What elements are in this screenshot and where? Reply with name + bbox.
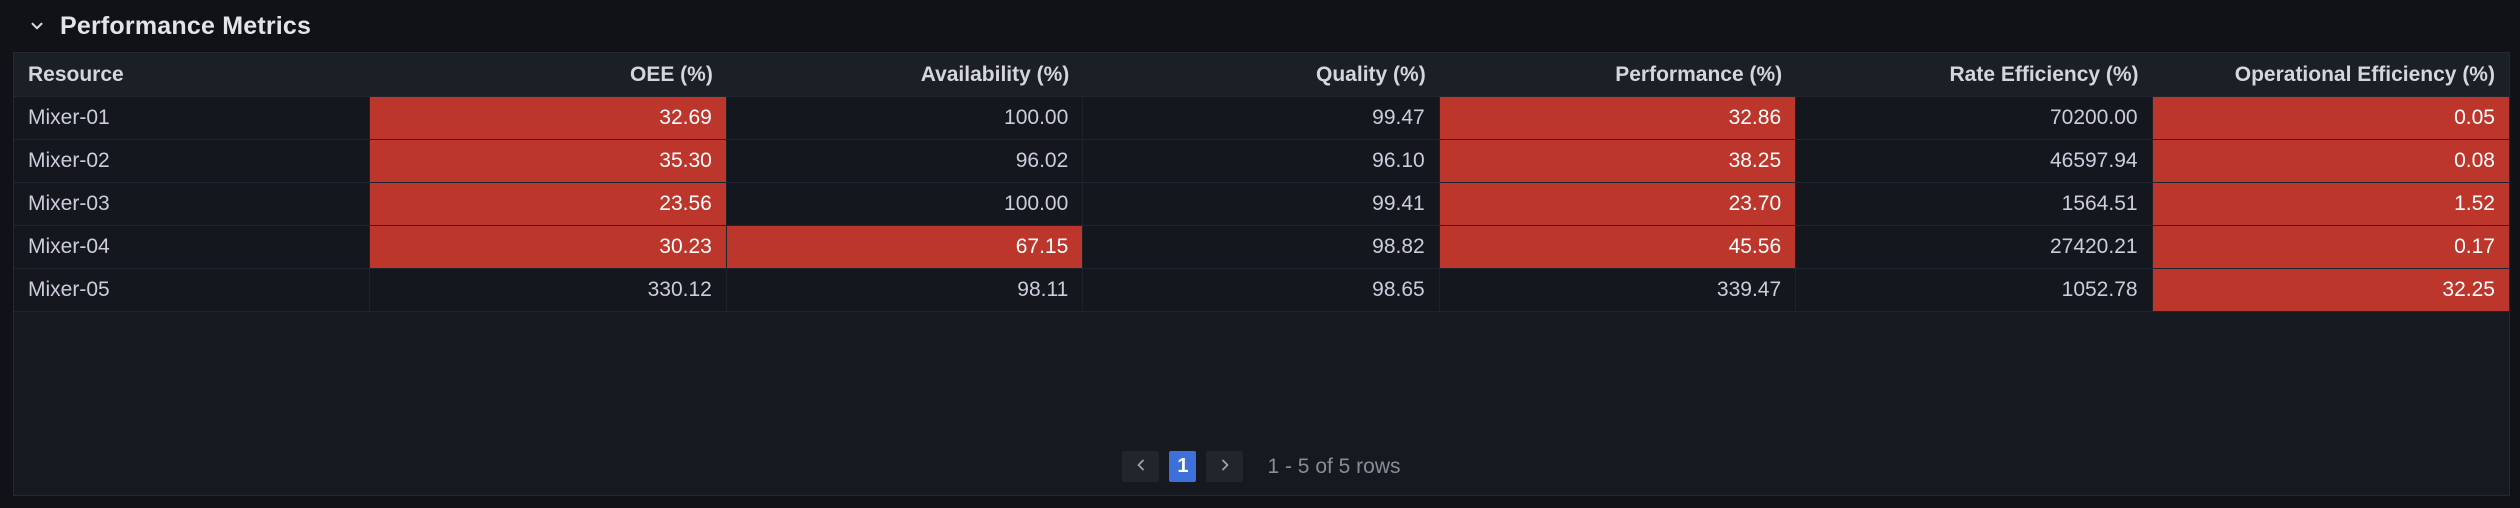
table-pagination: 1 1 - 5 of 5 rows <box>14 451 2509 495</box>
operational-efficiency-cell: 1.52 <box>2152 183 2509 225</box>
table-row: Mixer-04 30.23 67.15 98.82 45.56 27420.2… <box>14 226 2509 269</box>
chevron-down-icon[interactable] <box>28 17 46 35</box>
performance-cell: 38.25 <box>1439 140 1797 182</box>
oee-cell: 23.56 <box>370 183 727 225</box>
dashboard-row-header[interactable]: Performance Metrics <box>28 12 311 40</box>
rate-efficiency-cell: 27420.21 <box>1796 226 2153 268</box>
table-row: Mixer-03 23.56 100.00 99.41 23.70 1564.5… <box>14 183 2509 226</box>
availability-cell: 100.00 <box>727 183 1084 225</box>
quality-cell: 99.41 <box>1083 183 1440 225</box>
performance-cell: 23.70 <box>1439 183 1797 225</box>
column-header-rate-efficiency[interactable]: Rate Efficiency (%) <box>1949 62 2139 86</box>
quality-cell: 99.47 <box>1083 97 1440 139</box>
oee-cell: 330.12 <box>370 269 727 311</box>
resource-cell: Mixer-05 <box>14 269 371 311</box>
rate-efficiency-cell: 1052.78 <box>1796 269 2153 311</box>
availability-cell: 100.00 <box>727 97 1084 139</box>
chevron-left-icon <box>1133 457 1149 476</box>
column-header-resource[interactable]: Resource <box>28 62 124 86</box>
performance-cell: 32.86 <box>1439 97 1797 139</box>
resource-cell: Mixer-04 <box>14 226 371 268</box>
column-header-performance[interactable]: Performance (%) <box>1615 62 1783 86</box>
oee-cell: 32.69 <box>370 97 727 139</box>
column-header-availability[interactable]: Availability (%) <box>920 62 1070 86</box>
dashboard-row-title[interactable]: Performance Metrics <box>60 11 312 40</box>
column-header-oee[interactable]: OEE (%) <box>630 62 713 86</box>
oee-cell: 30.23 <box>370 226 727 268</box>
quality-cell: 96.10 <box>1083 140 1440 182</box>
rows-count-summary: 1 - 5 of 5 rows <box>1267 454 1401 478</box>
resource-cell: Mixer-03 <box>14 183 371 225</box>
chevron-right-icon <box>1217 457 1233 476</box>
operational-efficiency-cell: 0.17 <box>2152 226 2509 268</box>
column-header-quality[interactable]: Quality (%) <box>1316 62 1426 86</box>
table-row: Mixer-05 330.12 98.11 98.65 339.47 1052.… <box>14 269 2509 312</box>
rate-efficiency-cell: 70200.00 <box>1796 97 2153 139</box>
table-header-row: Resource OEE (%) Availability (%) Qualit… <box>14 53 2509 97</box>
performance-cell: 339.47 <box>1440 269 1797 311</box>
operational-efficiency-cell: 0.05 <box>2152 97 2509 139</box>
table-row: Mixer-02 35.30 96.02 96.10 38.25 46597.9… <box>14 140 2509 183</box>
previous-page-button[interactable] <box>1122 451 1160 482</box>
resource-cell: Mixer-02 <box>14 140 371 182</box>
resource-cell: Mixer-01 <box>14 97 371 139</box>
current-page-button[interactable]: 1 <box>1169 451 1197 482</box>
table-panel: Resource OEE (%) Availability (%) Qualit… <box>13 52 2510 496</box>
quality-cell: 98.82 <box>1083 226 1440 268</box>
quality-cell: 98.65 <box>1083 269 1440 311</box>
operational-efficiency-cell: 0.08 <box>2152 140 2509 182</box>
availability-cell: 96.02 <box>727 140 1084 182</box>
oee-cell: 35.30 <box>370 140 727 182</box>
operational-efficiency-cell: 32.25 <box>2152 269 2509 311</box>
table-row: Mixer-01 32.69 100.00 99.47 32.86 70200.… <box>14 97 2509 140</box>
performance-cell: 45.56 <box>1439 226 1797 268</box>
next-page-button[interactable] <box>1206 451 1244 482</box>
rate-efficiency-cell: 46597.94 <box>1796 140 2153 182</box>
column-header-operational-efficiency[interactable]: Operational Efficiency (%) <box>2234 62 2495 86</box>
rate-efficiency-cell: 1564.51 <box>1796 183 2153 225</box>
availability-cell: 67.15 <box>726 226 1084 268</box>
availability-cell: 98.11 <box>727 269 1084 311</box>
